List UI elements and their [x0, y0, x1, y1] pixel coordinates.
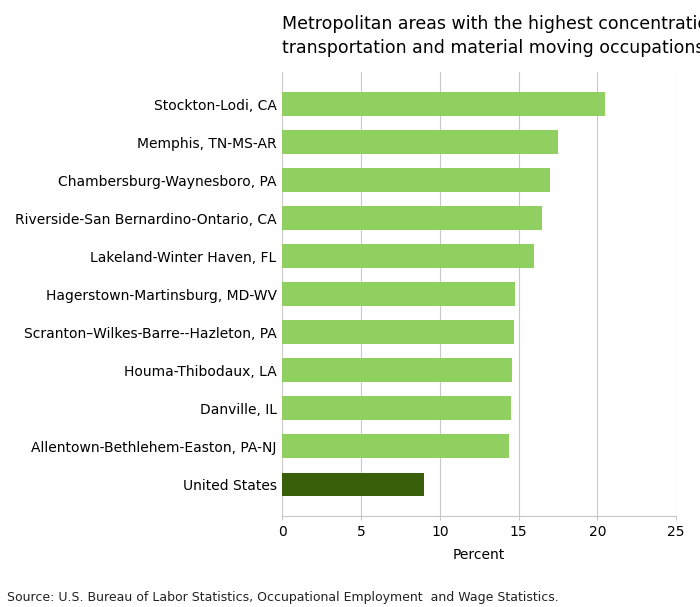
Bar [282, 282, 515, 306]
Text: Metropolitan areas with the highest concentrations of
transportation and materia: Metropolitan areas with the highest conc… [282, 15, 700, 56]
Bar [282, 168, 550, 192]
Bar [282, 206, 542, 230]
X-axis label: Percent: Percent [453, 548, 505, 561]
Text: Source: U.S. Bureau of Labor Statistics, Occupational Employment  and Wage Stati: Source: U.S. Bureau of Labor Statistics,… [7, 591, 559, 604]
Bar [282, 131, 558, 154]
Bar [282, 92, 606, 116]
Bar [282, 396, 511, 420]
Bar [282, 245, 534, 268]
Bar [282, 472, 424, 496]
Bar [282, 320, 514, 344]
Bar [282, 435, 509, 458]
Bar [282, 359, 512, 382]
